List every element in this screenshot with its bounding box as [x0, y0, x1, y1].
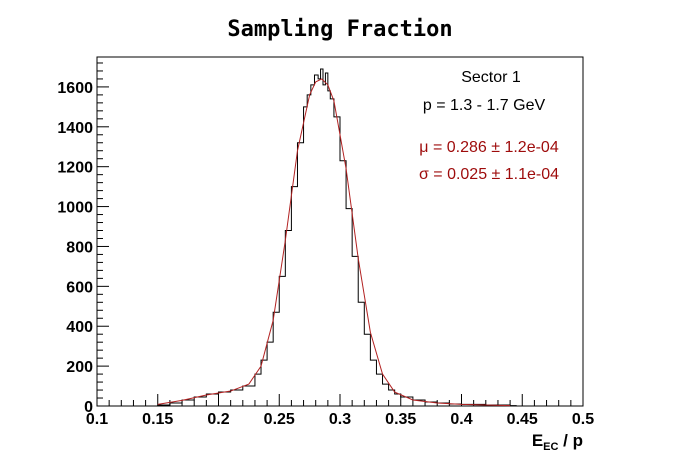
x-tick-label: 0.3: [329, 411, 351, 428]
x-tick-label: 0.4: [450, 411, 472, 428]
y-tick-label: 200: [66, 359, 93, 376]
y-tick-label: 1000: [57, 200, 93, 217]
chart-title: Sampling Fraction: [227, 17, 452, 42]
y-tick-label: 1200: [57, 160, 93, 177]
annotation-sector: Sector 1: [461, 69, 521, 86]
y-tick-label: 400: [66, 319, 93, 336]
y-tick-label: 800: [66, 239, 93, 256]
x-axis-label-main: E: [532, 431, 543, 450]
annotation-momentum: p = 1.3 - 1.7 GeV: [423, 97, 546, 114]
series-layer: [157, 68, 517, 407]
x-tick-label: 0.2: [207, 411, 229, 428]
x-tick-label: 0.5: [572, 411, 594, 428]
y-tick-label: 0: [84, 399, 93, 416]
x-axis-label-subscript: EC: [543, 441, 558, 453]
annotation-mu: μ = 0.286 ± 1.2e-04: [419, 139, 559, 156]
x-tick-label: 0.15: [142, 411, 173, 428]
x-tick-label: 0.35: [385, 411, 416, 428]
y-tick-label: 1600: [57, 80, 93, 97]
annotation-sigma: σ = 0.025 ± 1.1e-04: [419, 166, 559, 183]
x-axis-label-suffix: / p: [558, 431, 583, 450]
x-axis-label: EEC / p: [532, 431, 583, 453]
svg-text:EEC / p: EEC / p: [532, 431, 583, 453]
x-tick-label: 0.45: [507, 411, 538, 428]
fit-curve-series: [157, 78, 511, 407]
y-tick-label: 600: [66, 279, 93, 296]
y-tick-label: 1400: [57, 120, 93, 137]
x-tick-label: 0.1: [86, 411, 108, 428]
x-tick-label: 0.25: [264, 411, 295, 428]
axes: 0.1 0.15 0.2 0.25 0.3 0.35 0.4 0.45 0.5 0 200 400 60…: [57, 56, 594, 428]
